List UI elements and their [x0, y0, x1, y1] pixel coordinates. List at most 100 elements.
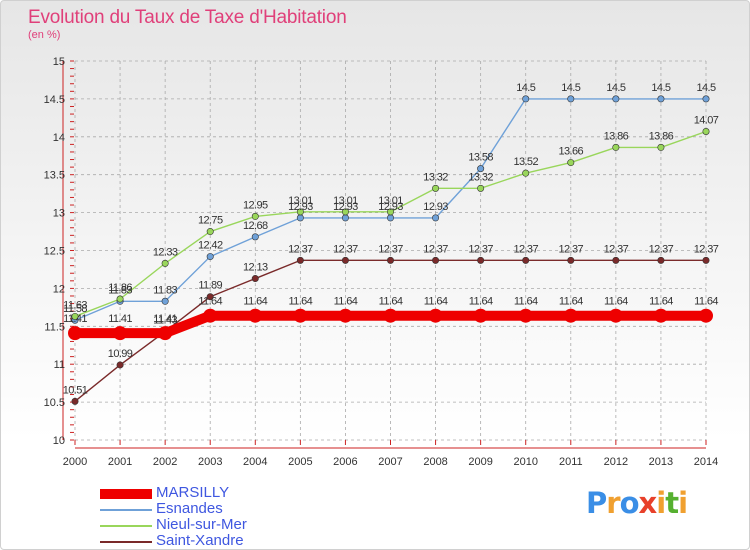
data-label-saint-xandre: 11.43 — [153, 315, 177, 327]
data-label-nieul-sur-mer: 13.01 — [333, 195, 358, 207]
data-label-esnandes: 11.83 — [153, 284, 177, 296]
data-point-marsilly — [158, 326, 173, 341]
data-point-marsilly — [699, 308, 713, 323]
data-label-marsilly: 11.64 — [559, 296, 583, 308]
chart-title: Evolution du Taux de Taxe d'Habitation — [28, 7, 347, 28]
data-point-saint-xandre — [612, 256, 620, 264]
data-label-nieul-sur-mer: 13.66 — [559, 146, 584, 158]
data-point-saint-xandre — [567, 256, 575, 264]
y-tick-label: 14.5 — [44, 94, 65, 106]
x-tick-label: 2007 — [378, 456, 402, 468]
x-tick-label: 2000 — [63, 456, 87, 468]
data-label-esnandes: 14.5 — [696, 82, 715, 94]
x-tick-label: 2009 — [468, 456, 492, 468]
data-point-nieul-sur-mer — [296, 208, 304, 216]
legend-label: Saint-Xandre — [156, 532, 244, 549]
data-label-saint-xandre: 12.37 — [559, 243, 584, 255]
data-point-marsilly — [383, 308, 398, 323]
y-tick-label: 10.5 — [44, 397, 65, 409]
x-tick-label: 2005 — [288, 456, 312, 468]
data-label-esnandes: 14.5 — [561, 82, 580, 94]
data-point-nieul-sur-mer — [702, 127, 710, 135]
data-label-saint-xandre: 12.13 — [243, 262, 268, 274]
x-tick-label: 2008 — [423, 456, 447, 468]
x-tick-label: 2002 — [153, 456, 177, 468]
data-label-saint-xandre: 12.37 — [333, 243, 358, 255]
data-label-saint-xandre: 10.51 — [63, 384, 88, 396]
data-point-esnandes — [432, 214, 440, 222]
data-point-marsilly — [473, 308, 488, 323]
data-point-saint-xandre — [116, 361, 124, 369]
data-label-nieul-sur-mer: 13.32 — [423, 171, 448, 183]
data-point-esnandes — [657, 95, 665, 103]
data-point-nieul-sur-mer — [477, 184, 485, 192]
data-label-nieul-sur-mer: 12.33 — [153, 246, 178, 258]
data-label-nieul-sur-mer: 12.75 — [198, 215, 223, 227]
data-point-marsilly — [113, 326, 128, 341]
data-point-saint-xandre — [296, 256, 304, 264]
data-label-nieul-sur-mer: 12.95 — [243, 199, 268, 211]
data-point-saint-xandre — [702, 256, 710, 264]
data-point-esnandes — [161, 297, 169, 305]
x-tick-label: 2011 — [559, 456, 583, 468]
y-tick-label: 13.5 — [44, 170, 65, 182]
data-label-nieul-sur-mer: 13.86 — [604, 130, 629, 142]
data-label-marsilly: 11.64 — [243, 296, 267, 308]
data-label-marsilly: 11.64 — [379, 296, 403, 308]
x-tick-label: 2004 — [243, 456, 267, 468]
legend-swatch — [100, 525, 152, 527]
x-tick-label: 2001 — [108, 456, 132, 468]
data-point-esnandes — [206, 253, 214, 261]
legend-swatch — [100, 489, 152, 499]
data-point-esnandes — [522, 95, 530, 103]
x-tick-label: 2003 — [198, 456, 222, 468]
data-point-esnandes — [612, 95, 620, 103]
data-label-esnandes: 12.93 — [378, 201, 403, 213]
data-point-nieul-sur-mer — [116, 295, 124, 303]
legend-item: Saint-Xandre — [100, 532, 360, 550]
data-point-saint-xandre — [657, 256, 665, 264]
data-point-marsilly — [563, 308, 578, 323]
data-point-esnandes — [702, 95, 710, 103]
data-point-esnandes — [567, 95, 575, 103]
data-label-saint-xandre: 10.99 — [108, 348, 133, 360]
data-point-marsilly — [293, 308, 308, 323]
data-point-nieul-sur-mer — [206, 228, 214, 236]
data-point-saint-xandre — [432, 256, 440, 264]
x-tick-label: 2010 — [513, 456, 537, 468]
data-point-nieul-sur-mer — [612, 143, 620, 151]
data-label-marsilly: 11.64 — [198, 296, 222, 308]
data-label-esnandes: 14.5 — [606, 82, 625, 94]
y-tick-label: 10 — [53, 435, 65, 447]
x-tick-label: 2013 — [649, 456, 673, 468]
legend-swatch — [100, 541, 152, 543]
logo-letter: x — [638, 486, 658, 520]
y-tick-label: 12 — [53, 283, 65, 295]
data-label-saint-xandre: 12.37 — [423, 243, 448, 255]
data-label-esnandes: 13.58 — [468, 152, 493, 164]
data-label-nieul-sur-mer: 14.07 — [694, 114, 719, 126]
data-label-marsilly: 11.64 — [469, 296, 493, 308]
data-label-marsilly: 11.64 — [604, 296, 628, 308]
proxiti-logo: Proxiti — [586, 486, 688, 520]
logo-letter: r — [606, 486, 620, 520]
data-label-saint-xandre: 12.37 — [649, 243, 674, 255]
data-label-marsilly: 11.41 — [63, 313, 87, 325]
y-tick-label: 12.5 — [44, 246, 65, 258]
x-tick-label: 2014 — [694, 456, 718, 468]
data-point-nieul-sur-mer — [657, 143, 665, 151]
data-point-marsilly — [428, 308, 443, 323]
data-label-marsilly: 11.41 — [108, 313, 132, 325]
data-point-marsilly — [518, 308, 533, 323]
data-label-nieul-sur-mer: 11.86 — [108, 282, 132, 294]
data-point-esnandes — [296, 214, 304, 222]
data-label-nieul-sur-mer: 11.63 — [63, 299, 87, 311]
data-label-marsilly: 11.64 — [649, 296, 673, 308]
data-label-esnandes: 11.83 — [108, 284, 132, 296]
data-label-esnandes: 12.93 — [288, 201, 313, 213]
legend-swatch — [100, 509, 152, 511]
data-label-esnandes: 12.68 — [243, 220, 268, 232]
data-label-esnandes: 12.93 — [333, 201, 358, 213]
data-point-saint-xandre — [251, 275, 259, 283]
